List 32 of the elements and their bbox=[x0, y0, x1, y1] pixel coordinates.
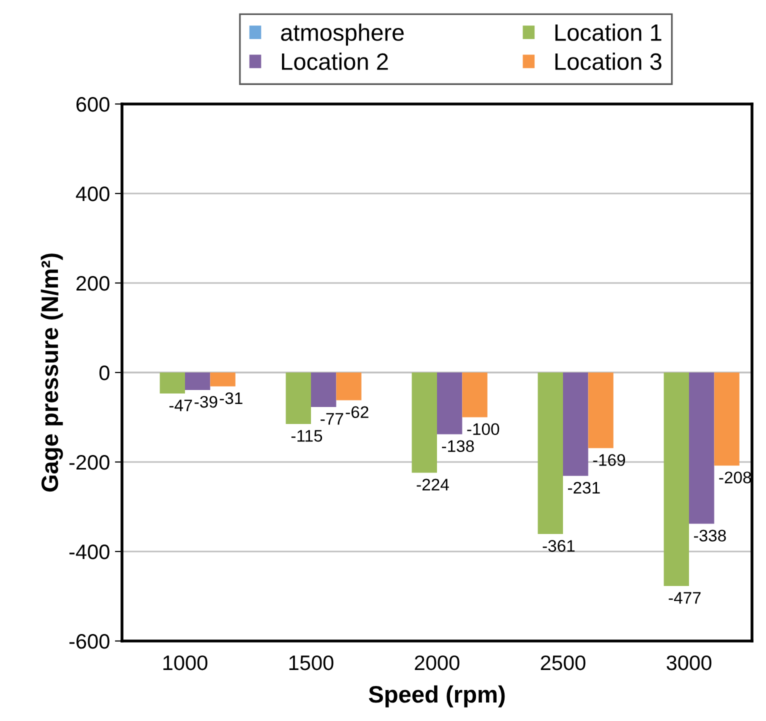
data-label: -477 bbox=[668, 592, 701, 604]
x-tick-label: 3000 bbox=[666, 655, 712, 670]
data-label: -47 bbox=[169, 400, 192, 412]
y-tick-label: 200 bbox=[76, 276, 110, 291]
data-label: -361 bbox=[542, 540, 575, 552]
legend-label: Location 1 bbox=[555, 24, 662, 41]
legend-label: Location 3 bbox=[555, 52, 662, 70]
data-label: -77 bbox=[320, 413, 344, 425]
y-tick-label: -600 bbox=[69, 634, 110, 649]
data-label: -169 bbox=[593, 454, 626, 466]
data-label: -100 bbox=[467, 423, 500, 436]
y-tick-label: 400 bbox=[76, 186, 110, 202]
y-tick-label: -200 bbox=[69, 455, 110, 470]
y-axis-title: Gage pressure (N/m²) bbox=[40, 254, 63, 492]
y-tick-label: -400 bbox=[69, 544, 110, 560]
legend-label: atmosphere bbox=[281, 24, 404, 46]
x-tick-label: 2500 bbox=[540, 655, 586, 670]
x-tick-label: 1500 bbox=[289, 655, 334, 670]
data-label: -39 bbox=[194, 396, 218, 408]
x-axis-title: Speed (rpm) bbox=[368, 685, 505, 708]
data-label: -231 bbox=[568, 482, 600, 494]
data-label: -224 bbox=[416, 478, 449, 490]
y-tick-label: 0 bbox=[99, 366, 110, 380]
x-tick-label: 1000 bbox=[163, 655, 208, 670]
x-tick-label: 2000 bbox=[414, 655, 460, 670]
legend-label: Location 2 bbox=[282, 52, 388, 70]
data-label: -138 bbox=[442, 440, 474, 452]
data-label: -115 bbox=[291, 430, 322, 442]
data-label: -338 bbox=[694, 530, 726, 542]
data-label: -62 bbox=[346, 406, 368, 418]
y-tick-label: 600 bbox=[76, 97, 110, 112]
data-label: -31 bbox=[220, 392, 242, 404]
